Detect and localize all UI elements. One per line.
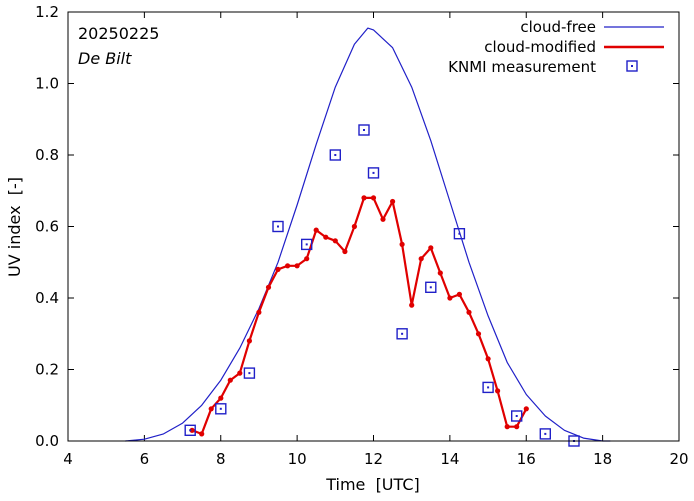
marker-knmi-measurement: [539, 428, 551, 440]
legend: cloud-free cloud-modified KNMI measureme…: [448, 18, 664, 76]
point-cloud-modified: [208, 406, 214, 412]
x-tick-label: 20: [669, 450, 688, 468]
marker-dot-knmi-measurement: [429, 286, 432, 289]
marker-knmi-measurement: [301, 238, 313, 251]
point-cloud-modified: [514, 424, 520, 430]
y-tick-label: 0.0: [35, 432, 59, 450]
x-tick-label: 6: [140, 450, 150, 468]
x-tick-label: 4: [63, 450, 73, 468]
legend-swatch-knmi-measurement: [626, 60, 638, 72]
point-cloud-modified: [256, 309, 262, 315]
marker-dot-knmi-measurement: [515, 415, 518, 417]
tick-label-layer: 4 6 8 10 12 14 16 18 20 0.0 0.2 0.4 0.6 0.8 1.0 1.2: [35, 3, 688, 468]
marker-dot-knmi-measurement: [189, 429, 192, 432]
marker-knmi-measurement: [184, 424, 196, 436]
y-tick-label: 0.2: [35, 361, 59, 379]
point-cloud-modified: [361, 195, 367, 201]
marker-dot-knmi-measurement: [487, 386, 490, 389]
marker-knmi-measurement: [482, 381, 494, 394]
marker-dot-knmi-measurement: [334, 154, 337, 156]
point-cloud-modified: [399, 241, 405, 247]
point-cloud-modified: [313, 227, 319, 233]
series-layer: [125, 27, 611, 447]
point-cloud-modified: [370, 195, 377, 201]
point-cloud-modified: [428, 245, 434, 251]
y-axis-title: UV index [-]: [5, 177, 24, 277]
y-tick-label: 0.8: [35, 146, 59, 164]
point-cloud-modified: [495, 388, 501, 394]
point-cloud-modified: [189, 427, 195, 433]
point-cloud-modified: [466, 309, 472, 315]
marker-dot-knmi-measurement: [372, 171, 375, 174]
point-cloud-modified: [380, 216, 386, 222]
point-cloud-modified: [409, 302, 415, 308]
x-tick-label: 8: [216, 450, 226, 468]
marker-knmi-measurement: [367, 167, 380, 179]
legend-label-cloud-free: cloud-free: [520, 18, 596, 36]
legend-label-knmi-measurement: KNMI measurement: [448, 58, 596, 76]
marker-dot-knmi-measurement: [544, 432, 547, 435]
series-line-cloud-free: [125, 27, 611, 442]
point-cloud-modified: [304, 256, 310, 262]
x-tick-label: 12: [364, 450, 383, 468]
location-annotation: De Bilt: [78, 49, 132, 68]
point-cloud-modified: [199, 431, 205, 437]
x-tick-label: 18: [593, 450, 612, 468]
point-cloud-modified: [342, 248, 348, 255]
point-cloud-modified: [485, 356, 491, 362]
point-cloud-modified: [447, 295, 453, 301]
point-cloud-modified: [265, 284, 272, 290]
point-cloud-modified: [390, 198, 396, 205]
marker-dot-knmi-measurement: [305, 243, 308, 246]
plot-frame: [67, 11, 680, 442]
x-axis-title: Time [UTC]: [325, 475, 420, 494]
point-cloud-modified: [332, 238, 338, 244]
y-tick-label: 1.2: [35, 3, 59, 21]
series-line-cloud-modified: [191, 196, 528, 435]
point-cloud-modified: [475, 331, 482, 337]
x-tick-label: 16: [517, 450, 536, 468]
marker-knmi-measurement: [511, 410, 523, 422]
point-cloud-modified: [294, 263, 300, 269]
point-cloud-modified: [285, 263, 291, 269]
marker-knmi-measurement: [396, 328, 408, 340]
point-cloud-modified: [504, 424, 510, 430]
x-tick-label: 14: [440, 450, 459, 468]
point-cloud-modified: [523, 406, 529, 412]
marker-knmi-measurement: [358, 124, 370, 136]
marker-dot-knmi-measurement: [219, 407, 222, 410]
point-cloud-modified: [456, 291, 462, 297]
marker-knmi-measurement: [243, 367, 256, 379]
legend-label-cloud-modified: cloud-modified: [484, 38, 596, 56]
point-cloud-modified: [275, 266, 281, 272]
marker-dot-knmi-measurement: [401, 332, 404, 335]
x-tick-label: 10: [288, 450, 307, 468]
y-tick-label: 0.6: [35, 218, 59, 236]
marker-dot-knmi-measurement: [248, 372, 251, 375]
marker-knmi-measurement: [453, 227, 466, 240]
marker-dot-knmi-measurement: [277, 225, 279, 228]
marker-knmi-measurement: [329, 149, 341, 161]
marker-knmi-measurement: [215, 403, 227, 415]
date-annotation: 20250225: [78, 24, 159, 43]
point-cloud-modified: [218, 395, 224, 401]
y-tick-label: 1.0: [35, 75, 59, 93]
point-cloud-modified: [418, 256, 424, 262]
point-cloud-modified: [227, 377, 233, 383]
marker-knmi-measurement: [425, 281, 437, 293]
marker-dot-knmi-measurement: [458, 232, 461, 235]
marker-knmi-measurement: [272, 220, 284, 233]
point-cloud-modified: [351, 223, 357, 230]
legend-swatch-knmi-dot: [631, 65, 633, 67]
y-tick-label: 0.4: [35, 289, 59, 307]
point-cloud-modified: [437, 270, 443, 276]
point-cloud-modified: [323, 234, 329, 240]
point-cloud-modified: [246, 338, 252, 344]
point-cloud-modified: [237, 370, 243, 376]
marker-dot-knmi-measurement: [363, 129, 365, 131]
